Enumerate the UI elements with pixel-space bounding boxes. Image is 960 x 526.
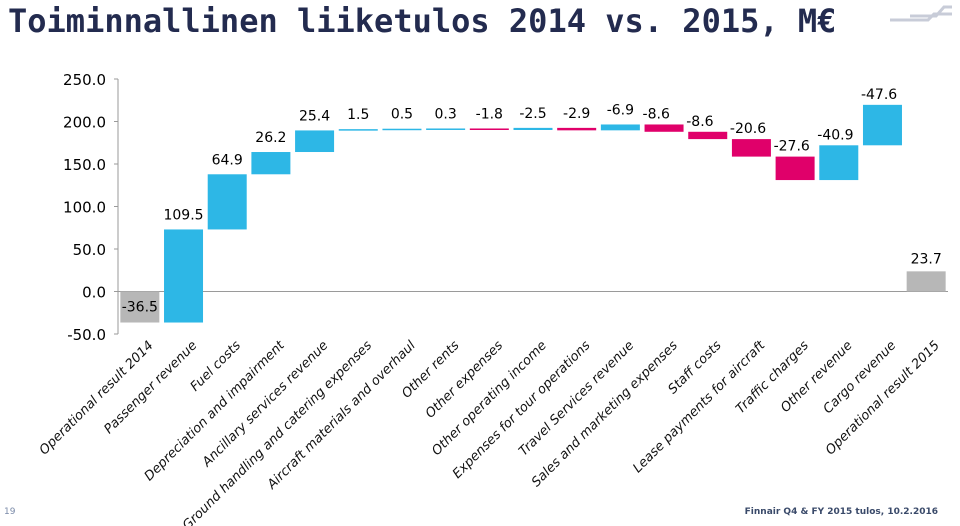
value-label: 0.5 <box>391 107 413 123</box>
value-label: 109.5 <box>163 207 203 223</box>
bar-13 <box>644 124 684 132</box>
bar-17 <box>819 145 859 181</box>
y-tick-label: -50.0 <box>67 326 106 344</box>
value-label: -27.6 <box>774 139 810 155</box>
value-label: -40.9 <box>817 127 853 143</box>
bar-1 <box>120 291 160 323</box>
bar-10 <box>513 127 553 130</box>
value-label: 26.2 <box>255 130 286 146</box>
bar-2 <box>164 229 204 323</box>
bar-11 <box>557 127 597 131</box>
y-tick-label: 0.0 <box>82 284 106 302</box>
bar-6 <box>338 129 378 131</box>
slide-title: Toiminnallinen liiketulos 2014 vs. 2015,… <box>8 2 837 40</box>
value-label: -6.9 <box>607 102 634 118</box>
value-label: -20.6 <box>730 121 766 137</box>
bar-9 <box>469 128 509 130</box>
y-tick-label: 50.0 <box>73 241 106 259</box>
y-tick-label: 150.0 <box>63 156 106 174</box>
bar-15 <box>731 139 771 157</box>
bar-14 <box>688 131 728 140</box>
bars <box>120 104 946 323</box>
value-label: -36.5 <box>122 300 158 316</box>
y-tick-label: 100.0 <box>63 199 106 217</box>
bar-7 <box>382 128 422 131</box>
value-label: -2.5 <box>519 106 546 122</box>
value-label: -1.8 <box>476 106 503 122</box>
footer-text: Finnair Q4 & FY 2015 tulos, 10.2.2016 <box>744 507 938 517</box>
value-label: -8.6 <box>686 114 713 130</box>
value-label: 64.9 <box>212 152 243 168</box>
value-label: -47.6 <box>861 87 897 103</box>
bar-12 <box>600 124 640 131</box>
bar-8 <box>426 128 466 130</box>
value-label: -8.6 <box>643 106 670 122</box>
value-label: 0.3 <box>434 106 456 122</box>
value-label: -2.9 <box>563 106 590 122</box>
finnair-logo-icon <box>890 5 952 22</box>
category-label: Other expenses <box>423 338 506 421</box>
page-number: 19 <box>4 507 16 517</box>
bar-16 <box>775 156 815 181</box>
value-label: 23.7 <box>911 251 942 267</box>
y-tick-label: 250.0 <box>63 71 106 89</box>
bar-18 <box>862 104 902 146</box>
value-label: 1.5 <box>347 107 369 123</box>
value-label: 25.4 <box>299 108 330 124</box>
value-labels: -36.5 109.5 64.9 26.2 25.4 1.5 0.5 0.3 -1.8 -2.5 -… <box>122 87 942 316</box>
bar-5 <box>295 130 335 153</box>
bar-19 <box>906 271 946 292</box>
y-tick-label: 200.0 <box>63 114 106 132</box>
y-axis: 250.0 200.0 150.0 100.0 50.0 0.0 -50.0 <box>63 71 948 344</box>
bar-3 <box>207 174 247 230</box>
bar-4 <box>251 152 291 175</box>
